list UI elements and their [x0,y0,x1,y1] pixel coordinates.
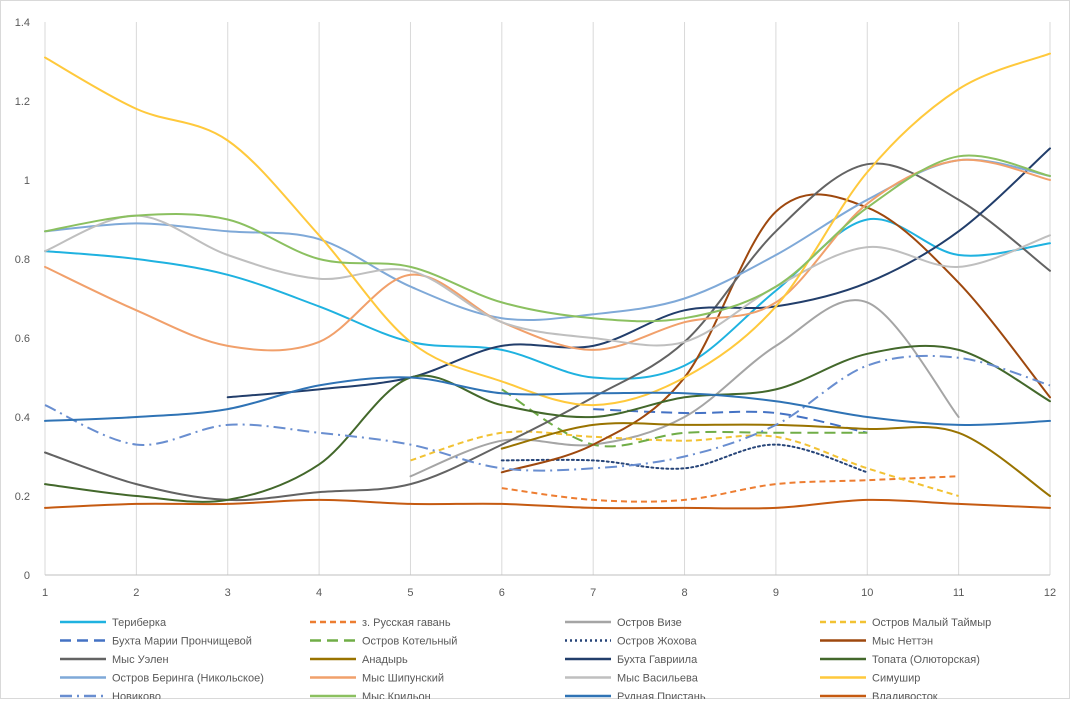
legend-item: Териберка [60,617,167,629]
legend-item: Симушир [820,673,920,685]
legend-label: Бухта Гавриила [617,654,698,666]
legend-item: Мыс Неттэн [820,636,933,648]
legend-label: Рудная Пристань [617,691,706,699]
legend-item: Анадырь [310,654,408,666]
legend-label: Мыс Васильева [617,673,699,685]
series-line-17 [44,154,1051,323]
gridlines [44,22,1051,575]
axes: 00.20.40.60.811.21.41 2 3 4 5 6 7 8 9 10 11 12 [15,17,1056,599]
legend-label: Топата (Олюторская) [872,654,980,666]
x-tick-label: 10 [861,587,873,599]
legend-item: Остров Котельный [310,636,457,648]
y-tick-label: 0.6 [15,333,30,345]
legend-item: Остров Визе [565,617,682,629]
x-tick-label: 7 [590,587,596,599]
legend-label: Мыс Неттэн [872,636,933,648]
series-line-15 [44,52,1051,407]
series-line-2 [409,299,960,478]
x-tick-label: 11 [953,587,964,599]
y-tick-label: 1.4 [15,17,30,29]
series-line-3 [410,430,959,497]
x-tick-label: 12 [1044,587,1056,599]
series-line-7 [500,193,1051,474]
series-line-19 [44,498,1051,510]
x-tick-label: 9 [773,587,779,599]
legend-label: Териберка [112,617,167,629]
legend-item: Остров Жохова [565,636,697,648]
legend-label: Остров Жохова [617,636,697,648]
legend-label: Остров Беринга (Никольское) [112,673,264,685]
legend-item: Топата (Олюторская) [820,654,980,666]
series-lines [44,52,1051,510]
legend-item: з. Русская гавань [310,617,451,629]
y-tick-label: 1 [24,175,30,187]
y-tick-label: 0 [24,570,30,582]
x-tick-label: 2 [133,587,139,599]
series-line-4 [593,408,868,434]
legend-label: Бухта Марии Прончищевой [112,636,252,648]
legend: Териберка з. Русская гавань Остров Визе Ост… [60,617,991,703]
legend-label: Владивосток [872,691,938,699]
x-tick-label: 5 [407,587,413,599]
y-tick-label: 1.2 [15,96,30,108]
series-line-0 [44,217,1051,380]
legend-item: Остров Беринга (Никольское) [60,673,264,685]
legend-label: Остров Малый Таймыр [872,617,991,629]
legend-label: Мыс Шипунский [362,673,444,685]
x-tick-label: 6 [499,587,505,599]
x-tick-label: 1 [42,587,48,599]
x-tick-label: 4 [316,587,322,599]
legend-label: Анадырь [362,654,408,666]
series-line-12 [44,158,1051,322]
legend-label: з. Русская гавань [362,617,451,629]
legend-label: Остров Котельный [362,636,457,648]
legend-item: Бухта Марии Прончищевой [60,636,252,648]
series-line-18 [44,376,1051,426]
legend-item: Бухта Гавриила [565,654,698,666]
y-tick-label: 0.2 [15,491,30,503]
legend-label: Мыс Уэлен [112,654,169,666]
series-line-10 [226,147,1051,399]
legend-item: Мыс Васильева [565,673,699,685]
y-tick-label: 0.4 [15,412,30,424]
series-line-14 [44,214,1051,347]
series-line-13 [44,158,1051,352]
legend-label: Симушир [872,673,920,685]
x-tick-label: 3 [225,587,231,599]
legend-label: Мыс Крильон [362,691,431,699]
legend-label: Остров Визе [617,617,682,629]
legend-item: Мыс Шипунский [310,673,444,685]
y-tick-label: 0.8 [15,254,30,266]
series-line-16 [44,354,1051,472]
x-tick-label: 8 [681,587,687,599]
legend-label: Новиково [112,691,161,699]
legend-item: Мыс Уэлен [60,654,169,666]
series-line-1 [501,475,959,503]
series-line-11 [44,344,1051,503]
legend-item: Остров Малый Таймыр [820,617,991,629]
series-line-6 [500,443,869,474]
